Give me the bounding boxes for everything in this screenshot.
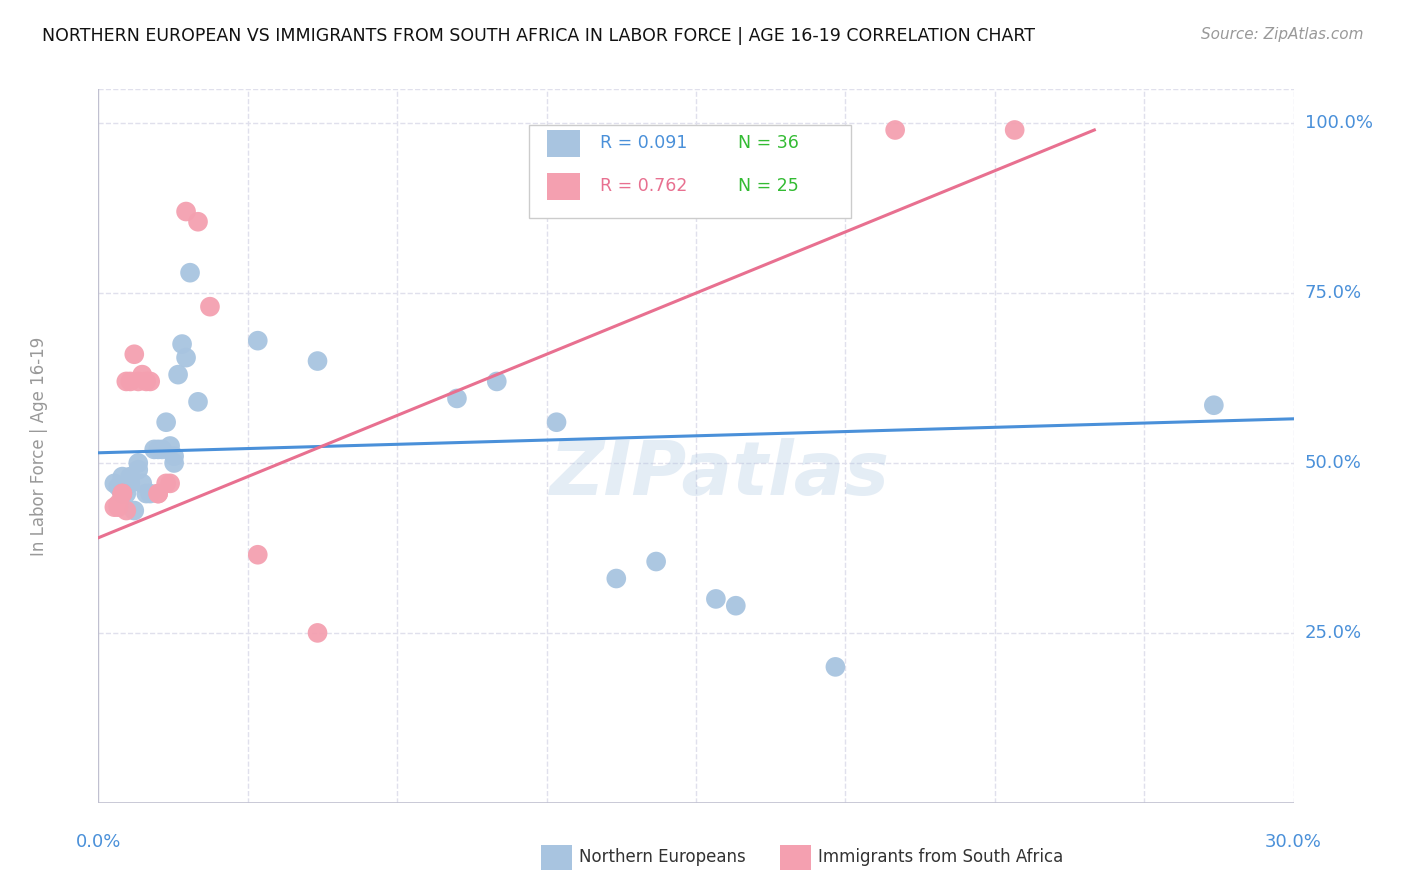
Point: [103, 500, 125, 515]
Text: 50.0%: 50.0%: [1305, 454, 1361, 472]
Point: [1202, 398, 1225, 412]
FancyBboxPatch shape: [547, 173, 581, 200]
Point: [131, 476, 153, 491]
Point: [111, 486, 134, 500]
Point: [135, 375, 157, 389]
Point: [307, 626, 329, 640]
Point: [107, 500, 129, 515]
Text: 25.0%: 25.0%: [1305, 624, 1362, 642]
Text: ZIPatlas: ZIPatlas: [550, 438, 890, 511]
Point: [159, 439, 181, 453]
Point: [159, 476, 181, 491]
Text: In Labor Force | Age 16-19: In Labor Force | Age 16-19: [30, 336, 48, 556]
Point: [167, 368, 190, 382]
Point: [148, 486, 170, 500]
Point: [174, 204, 197, 219]
Point: [111, 486, 134, 500]
Point: [120, 476, 142, 491]
Text: 30.0%: 30.0%: [1265, 833, 1322, 851]
Text: R = 0.091: R = 0.091: [600, 135, 688, 153]
Point: [485, 375, 508, 389]
Point: [884, 123, 907, 137]
Text: 100.0%: 100.0%: [1305, 114, 1372, 132]
Point: [103, 476, 125, 491]
Point: [446, 392, 468, 406]
Point: [824, 660, 846, 674]
Point: [127, 375, 149, 389]
Point: [246, 548, 269, 562]
Point: [111, 469, 134, 483]
Point: [163, 449, 186, 463]
Point: [246, 334, 269, 348]
Point: [155, 476, 177, 491]
Point: [645, 555, 668, 569]
Point: [107, 497, 129, 511]
Point: [115, 503, 138, 517]
Text: R = 0.762: R = 0.762: [600, 178, 688, 195]
Point: [155, 415, 177, 429]
Point: [143, 442, 166, 457]
Point: [307, 354, 329, 368]
Point: [546, 415, 568, 429]
Point: [111, 486, 134, 500]
FancyBboxPatch shape: [547, 130, 581, 157]
Text: Source: ZipAtlas.com: Source: ZipAtlas.com: [1201, 27, 1364, 42]
Point: [148, 442, 170, 457]
Text: Northern Europeans: Northern Europeans: [579, 848, 747, 866]
Text: Immigrants from South Africa: Immigrants from South Africa: [818, 848, 1063, 866]
Point: [187, 215, 209, 229]
Point: [124, 347, 146, 361]
Point: [150, 442, 173, 457]
Point: [605, 572, 627, 586]
Point: [163, 456, 186, 470]
Point: [704, 591, 727, 606]
Text: N = 36: N = 36: [738, 135, 799, 153]
Text: 75.0%: 75.0%: [1305, 284, 1362, 302]
Point: [107, 480, 129, 494]
Point: [115, 375, 138, 389]
Bar: [529, 125, 852, 218]
Point: [724, 599, 747, 613]
Point: [127, 463, 149, 477]
Point: [139, 486, 162, 500]
Point: [179, 266, 201, 280]
Point: [139, 375, 162, 389]
Point: [1004, 123, 1026, 137]
Text: N = 25: N = 25: [738, 178, 799, 195]
Text: 0.0%: 0.0%: [76, 833, 121, 851]
Point: [198, 300, 221, 314]
Point: [127, 456, 149, 470]
Text: NORTHERN EUROPEAN VS IMMIGRANTS FROM SOUTH AFRICA IN LABOR FORCE | AGE 16-19 COR: NORTHERN EUROPEAN VS IMMIGRANTS FROM SOU…: [42, 27, 1035, 45]
Point: [172, 337, 194, 351]
Point: [111, 486, 134, 500]
Point: [174, 351, 197, 365]
Point: [120, 375, 142, 389]
Point: [115, 486, 138, 500]
Point: [187, 394, 209, 409]
Point: [131, 368, 153, 382]
Point: [135, 486, 157, 500]
Point: [120, 469, 142, 483]
Point: [124, 503, 146, 517]
Point: [148, 486, 170, 500]
